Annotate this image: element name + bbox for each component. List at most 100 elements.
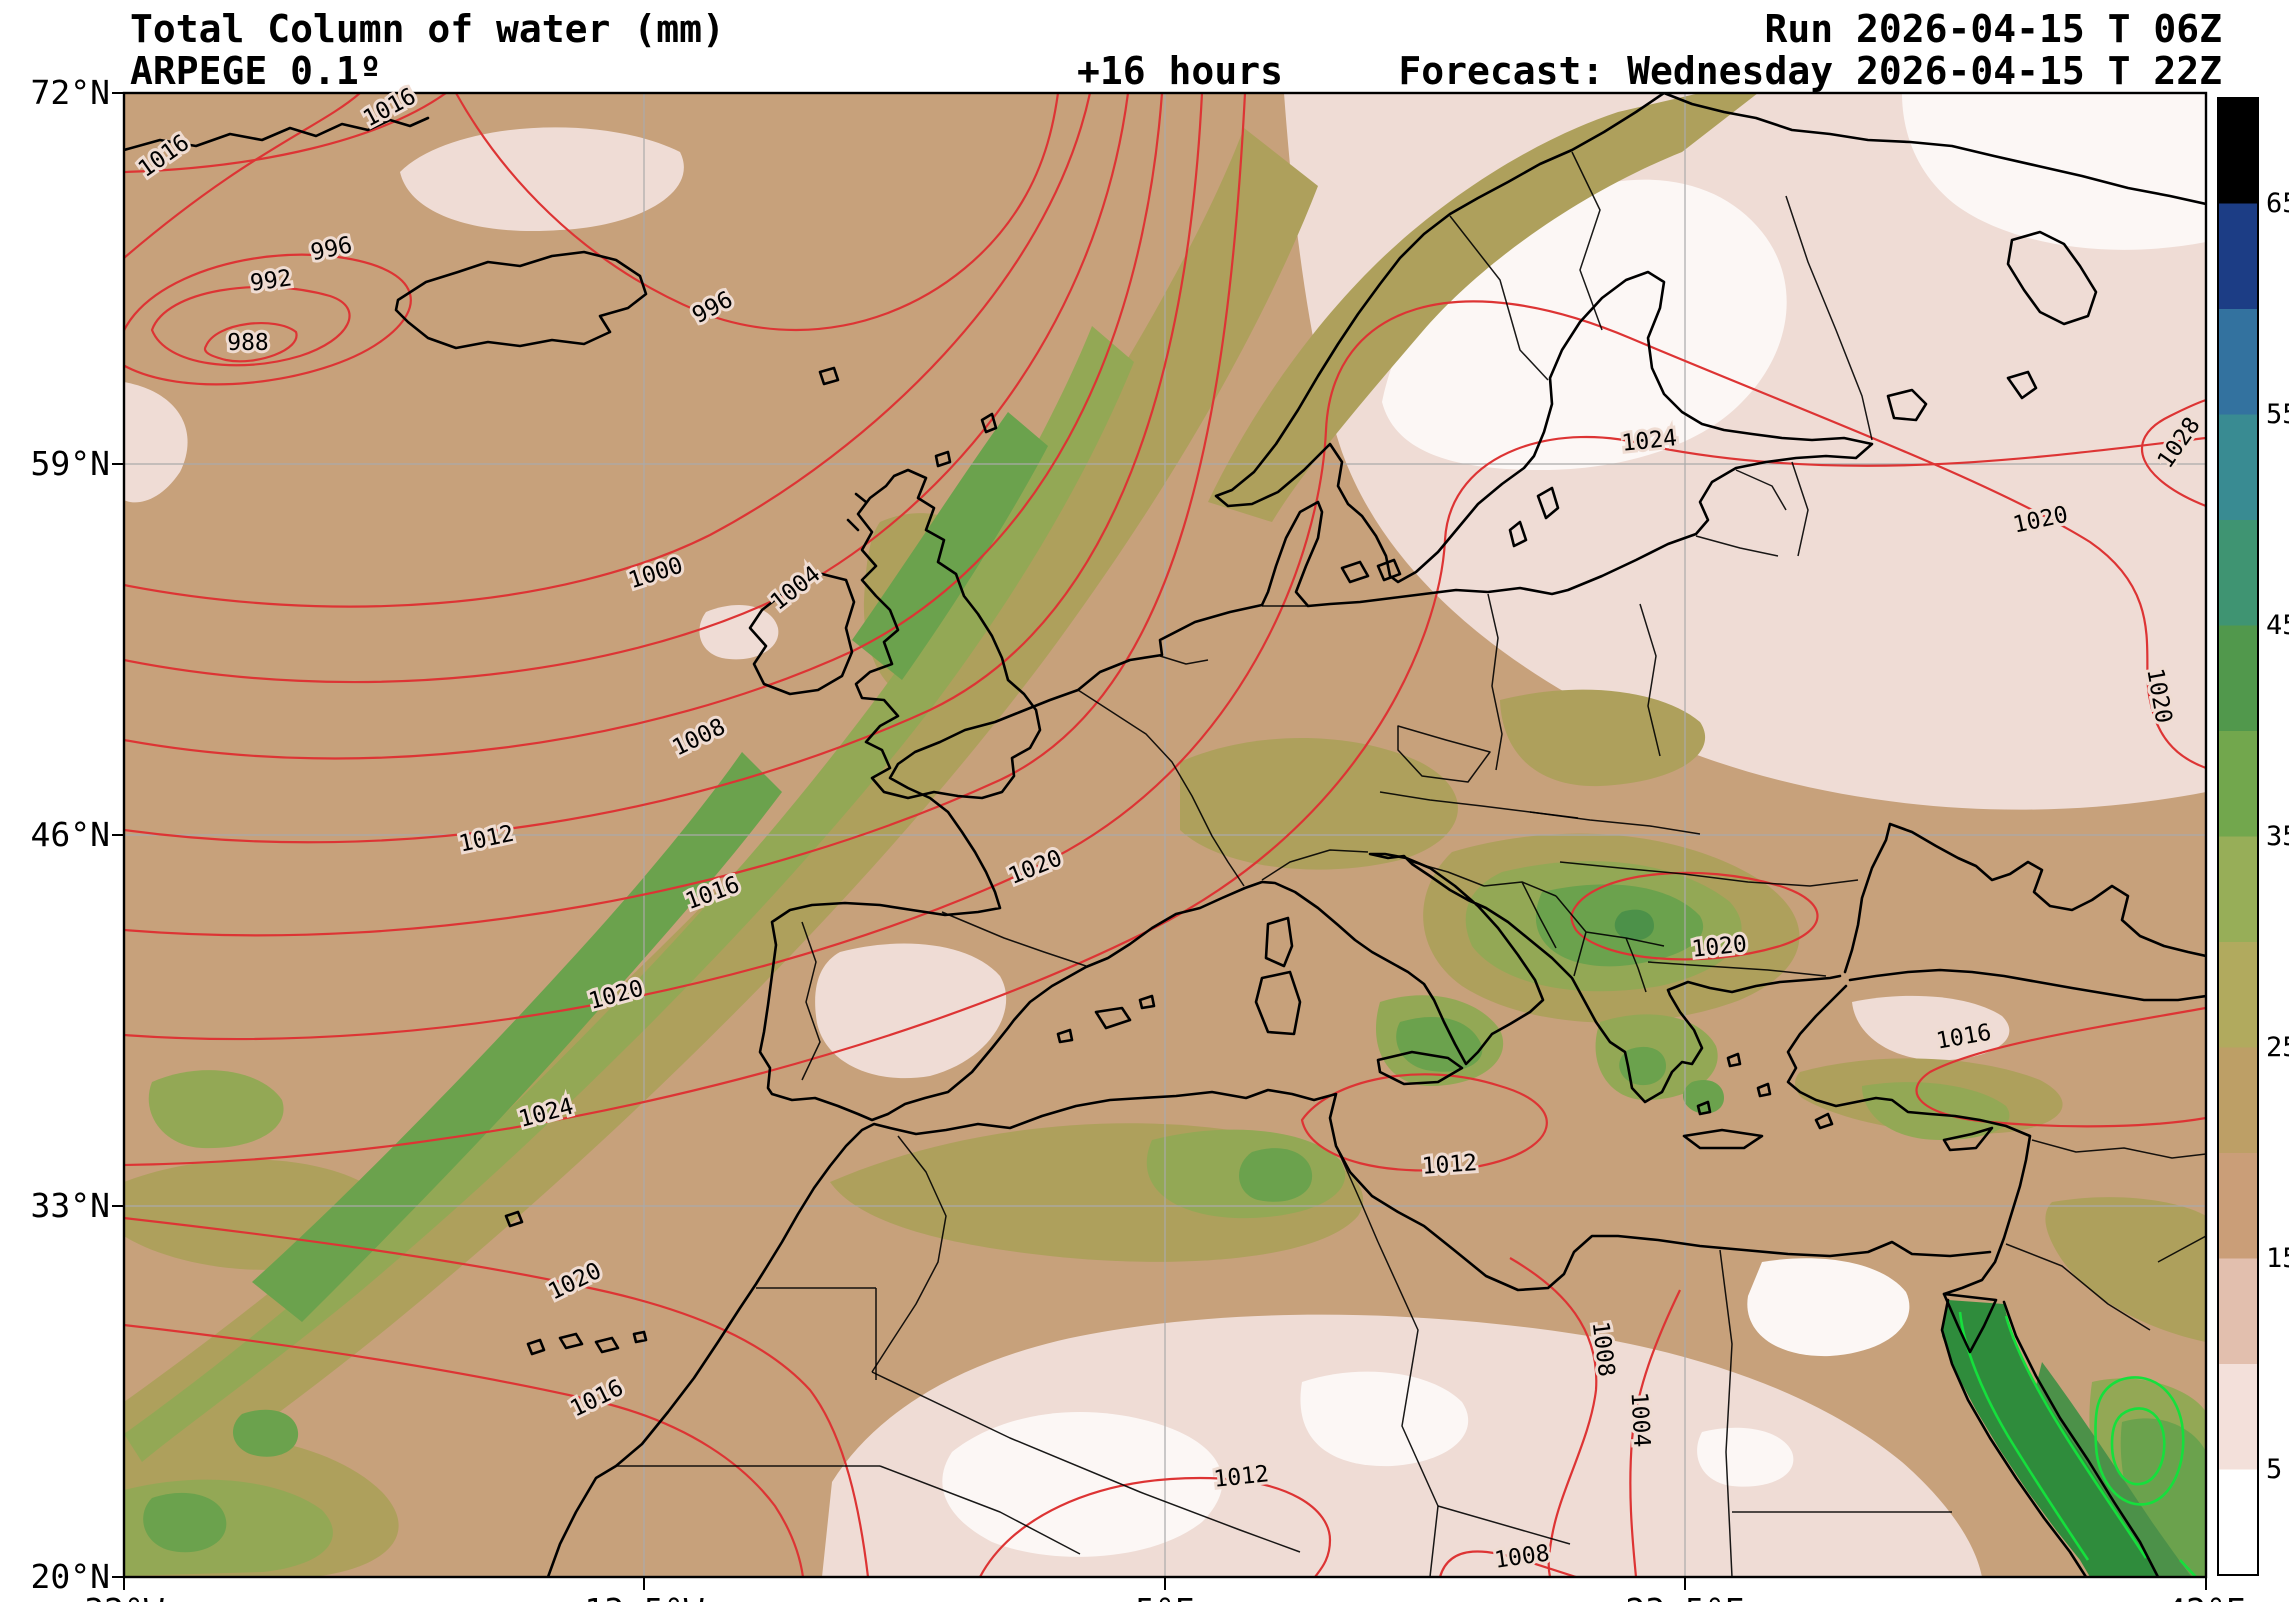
contour-label: 1004 bbox=[1626, 1391, 1655, 1448]
contour-label: 1024 bbox=[1620, 425, 1678, 457]
gotland-oland bbox=[1508, 486, 1560, 548]
y-tick-label: 59°N bbox=[31, 444, 110, 483]
isobar-1008-libya bbox=[1509, 1257, 1598, 1577]
colorbar-segment bbox=[2218, 203, 2258, 309]
colorbar-outline bbox=[2217, 97, 2259, 1576]
border-sahel bbox=[871, 1371, 1301, 1555]
colorbar-tick-label: 35 bbox=[2266, 821, 2289, 852]
isobar-1028 bbox=[2141, 398, 2206, 508]
ireland-coast bbox=[748, 572, 856, 696]
border-portugal-spain bbox=[801, 921, 821, 1081]
border-algeria-tunisia bbox=[1335, 1145, 1379, 1243]
colorbar-segment bbox=[2218, 414, 2258, 520]
run-label: Run 2026-04-15 T 06Z bbox=[1764, 7, 2222, 51]
isobar-1016-levant bbox=[1915, 1006, 2206, 1128]
iceland-coast bbox=[394, 250, 648, 350]
europe-mediterranean-coast bbox=[758, 603, 1842, 1122]
lead-time-label: +16 hours bbox=[1077, 49, 1283, 93]
colorbar-segment bbox=[2218, 836, 2258, 942]
scandinavia-baltic-coast bbox=[1214, 93, 1874, 608]
border-poland-east bbox=[1639, 603, 1661, 757]
isobar-1016-corner-a bbox=[124, 93, 361, 259]
border-finland-russia bbox=[1785, 195, 1873, 441]
isobar-1004 bbox=[124, 93, 1130, 684]
page-title: Total Column of water (mm) bbox=[130, 7, 725, 51]
contour-label: 988 bbox=[227, 330, 269, 356]
border-carpathians bbox=[1529, 811, 1701, 835]
canary-islands bbox=[526, 1330, 648, 1356]
greenland-coast bbox=[124, 116, 430, 152]
colorbar-segment bbox=[2218, 1258, 2258, 1364]
x-tick-label: 5°E bbox=[1135, 1591, 1195, 1602]
anatolia-levant-coast bbox=[1786, 984, 2032, 1296]
colorbar-segment bbox=[2218, 942, 2258, 1048]
isobar-1012-mediterranean bbox=[1300, 1073, 1548, 1172]
black-sea-north-coast bbox=[1843, 822, 2206, 974]
colorbar-segment bbox=[2218, 1469, 2258, 1575]
aegean-islands bbox=[1696, 1052, 1834, 1130]
border-czechia bbox=[1397, 725, 1491, 783]
colorbar-tick-label: 15 bbox=[2266, 1243, 2289, 1274]
border-germany-poland bbox=[1487, 593, 1503, 771]
lake-ladoga bbox=[1886, 388, 1928, 422]
border-alps-italy bbox=[1261, 849, 1369, 881]
sinai-coast bbox=[1942, 1292, 1998, 1354]
y-tick-label: 72°N bbox=[31, 73, 110, 112]
border-levant-arabia bbox=[2005, 1235, 2206, 1331]
border-morocco-algeria bbox=[871, 1135, 947, 1373]
sicily-coast bbox=[1376, 1050, 1464, 1086]
danish-islands bbox=[1340, 558, 1402, 584]
balearic-islands bbox=[1056, 994, 1156, 1044]
border-balkans bbox=[1411, 861, 1665, 993]
y-tick-label: 46°N bbox=[31, 815, 110, 854]
sardinia-coast bbox=[1254, 970, 1302, 1036]
colorbar-segment bbox=[2218, 731, 2258, 837]
isobar-1008-sahara bbox=[1438, 1550, 1577, 1577]
model-label: ARPEGE 0.1º bbox=[130, 49, 382, 93]
colorbar-segment bbox=[2218, 98, 2258, 204]
border-libya-chad bbox=[1437, 1505, 1571, 1545]
north-africa-coast bbox=[546, 1088, 1992, 1577]
hebrides bbox=[846, 492, 868, 532]
axis-labels: 72°N 59°N 46°N 33°N 20°N 32°W 13.5°W 5°E… bbox=[31, 73, 2246, 1602]
great-britain-coast bbox=[854, 468, 1042, 800]
red-sea-east-coast bbox=[2002, 1300, 2160, 1577]
border-danube bbox=[1559, 861, 1859, 887]
crete-coast bbox=[1682, 1128, 1764, 1150]
isobar-996-inner bbox=[124, 253, 412, 386]
fill-darkgreen bbox=[1614, 909, 2192, 1577]
x-tick-label: 13.5°W bbox=[584, 1591, 703, 1602]
contour-label: 1012 bbox=[1421, 1150, 1478, 1180]
x-tick-label: 23.5°E bbox=[1625, 1591, 1744, 1602]
border-benelux bbox=[1159, 655, 1209, 665]
colorbar-segment bbox=[2218, 1364, 2258, 1470]
border-turkey-syria bbox=[2031, 1139, 2206, 1159]
fill-red-sea-wet-core bbox=[1942, 1300, 2158, 1577]
colorbar-segment bbox=[2218, 625, 2258, 731]
isobar-1020-canaries bbox=[124, 1216, 870, 1577]
isobar-1004-egypt bbox=[1629, 1289, 1681, 1577]
border-france-east bbox=[1077, 689, 1245, 887]
moisture-contour-ring bbox=[2094, 1376, 2185, 1506]
gridlines bbox=[124, 93, 2206, 1577]
border-algeria-libya bbox=[1377, 1241, 1439, 1577]
isobar-992 bbox=[150, 285, 351, 367]
isobar-1024 bbox=[124, 435, 2206, 1167]
isobar-1008 bbox=[124, 93, 1164, 760]
black-sea-south-coast bbox=[1848, 968, 2206, 1002]
colorbar-segment bbox=[2218, 1153, 2258, 1259]
colorbar: 65 55 45 35 25 15 5 bbox=[2217, 97, 2289, 1576]
country-borders-layer bbox=[616, 151, 2206, 1577]
header: Total Column of water (mm) ARPEGE 0.1º +… bbox=[130, 7, 2222, 93]
colorbar-tick-label: 45 bbox=[2266, 610, 2289, 641]
forecast-label: Forecast: Wednesday 2026-04-15 T 22Z bbox=[1398, 49, 2222, 93]
x-tick-label: 42°E bbox=[2166, 1591, 2245, 1602]
colorbar-tick-label: 55 bbox=[2266, 399, 2289, 430]
colorbar-tick-label: 5 bbox=[2266, 1454, 2282, 1485]
shetland-islands bbox=[980, 412, 998, 434]
orkney-islands bbox=[934, 450, 952, 468]
isobar-1016 bbox=[124, 93, 1247, 937]
isobar-contour-layer bbox=[124, 93, 2206, 1577]
